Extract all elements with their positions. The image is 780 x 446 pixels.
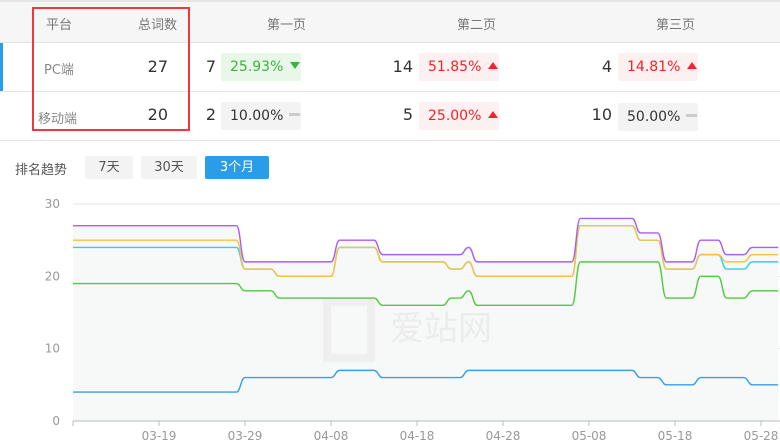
x-tick-label: 04-28 — [486, 429, 521, 443]
page2-count: 14 — [392, 57, 413, 76]
trend-down-icon — [290, 62, 301, 69]
y-tick-label: 30 — [45, 197, 60, 211]
x-tick-label: 05-18 — [658, 429, 693, 443]
pct-value: 25.00% — [428, 108, 482, 124]
platform-label: PC端 — [44, 63, 74, 78]
page1-count: 2 — [205, 105, 216, 124]
series-line-1 — [73, 217, 779, 263]
y-tick-label: 10 — [45, 342, 60, 356]
page1-pct-badge: 10.00% — [221, 102, 301, 130]
page3-pct-badge: 50.00% — [618, 103, 698, 131]
series-line-2 — [72, 225, 779, 278]
trend-flat-icon — [289, 113, 301, 116]
pct-value: 10.00% — [230, 108, 284, 124]
x-tick-label: 03-29 — [228, 429, 263, 443]
page2-pct-badge: 51.85% — [419, 53, 499, 81]
page3-count: 10 — [591, 105, 612, 124]
trend-up-icon — [687, 62, 698, 69]
x-tick-label: 03-19 — [142, 429, 177, 443]
page3-count: 4 — [601, 57, 612, 76]
table-row-pc[interactable]: PC端 27 7 25.93% 14 51.85% 4 14.81% — [0, 43, 780, 92]
pct-value: 25.93% — [230, 59, 284, 75]
x-tick-label: 04-08 — [314, 429, 349, 443]
ranking-trend-chart: 0 10 20 30 爱站网 03-19 03-29 04-08 04-18 04-28 05-08… — [45, 197, 780, 443]
pct-value: 51.85% — [428, 59, 482, 75]
watermark-logo: 爱站网 — [390, 309, 492, 349]
header-page1: 第一页 — [267, 18, 307, 33]
pct-value: 50.00% — [627, 109, 681, 125]
platform-label: 移动端 — [38, 112, 78, 127]
page2-pct-badge: 25.00% — [419, 102, 499, 130]
series-line-4 — [73, 261, 779, 306]
header-page3: 第三页 — [656, 18, 696, 33]
header-platform: 平台 — [46, 18, 73, 33]
y-tick-label: 20 — [45, 269, 60, 283]
range-7d-button[interactable]: 7天 — [85, 156, 133, 179]
page2-count: 5 — [402, 105, 413, 124]
trend-label: 排名趋势 — [15, 163, 68, 178]
page1-pct-badge: 25.93% — [221, 53, 301, 81]
total-count: 27 — [147, 57, 168, 76]
watermark-logo-icon — [323, 298, 375, 362]
table-row-mobile[interactable]: 移动端 20 2 10.00% 5 25.00% 10 50.00% — [0, 92, 780, 141]
y-tick-label: 0 — [52, 414, 60, 428]
x-tick-label: 05-08 — [572, 429, 607, 443]
pct-value: 14.81% — [627, 59, 681, 75]
range-3m-button[interactable]: 3个月 — [205, 156, 269, 179]
page3-pct-badge: 14.81% — [618, 53, 698, 81]
range-30d-button[interactable]: 30天 — [141, 156, 197, 179]
trend-flat-icon — [686, 114, 698, 117]
header-total: 总词数 — [138, 18, 178, 33]
row-selected-indicator — [0, 43, 3, 91]
x-tick-label: 04-18 — [400, 429, 435, 443]
x-tick-label: 05-28 — [744, 429, 779, 443]
page1-count: 7 — [205, 57, 216, 76]
total-count: 20 — [147, 105, 168, 124]
table-header: 平台 总词数 第一页 第二页 第三页 — [0, 0, 780, 43]
highlight-box — [32, 7, 190, 131]
series-line-5 — [73, 369, 779, 393]
trend-up-icon — [488, 62, 499, 69]
header-page2: 第二页 — [457, 18, 497, 33]
trend-up-icon — [488, 111, 499, 118]
